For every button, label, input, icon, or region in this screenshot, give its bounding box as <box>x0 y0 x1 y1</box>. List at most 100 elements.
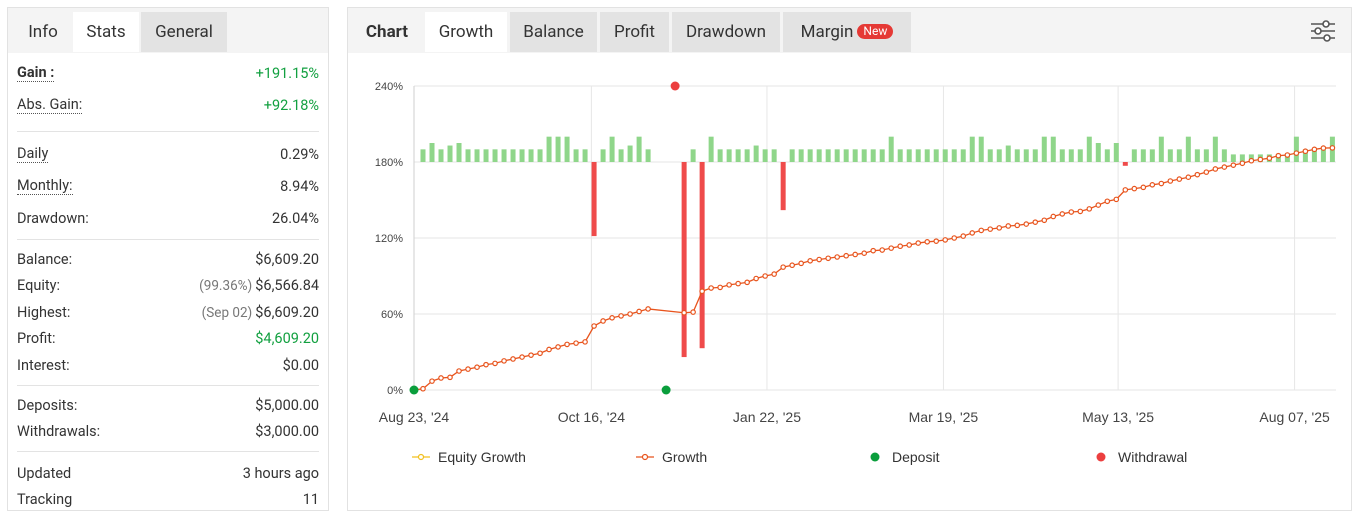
growth-point <box>1131 185 1138 192</box>
growth-point <box>1293 150 1300 156</box>
bar <box>1293 136 1299 162</box>
bar <box>708 136 714 162</box>
growth-point <box>1302 148 1309 155</box>
tab[interactable]: General <box>141 12 227 52</box>
stats-value-wrap: $4,609.20 <box>255 330 319 347</box>
tab[interactable]: Info <box>28 22 58 42</box>
stats-label: Tracking <box>17 490 73 508</box>
stats-label: Deposits: <box>17 396 78 414</box>
bar <box>537 149 543 162</box>
stats-value-wrap: 3 hours ago <box>243 465 319 482</box>
growth-point <box>1185 174 1192 181</box>
growth-point <box>1014 222 1021 229</box>
stats-row: Deposits: $5,000.00 <box>17 392 319 419</box>
growth-point <box>906 242 913 248</box>
legend-item: Deposit <box>870 449 940 465</box>
growth-point <box>996 225 1003 231</box>
bar <box>798 149 804 162</box>
legend-marker <box>870 452 880 462</box>
bar <box>879 149 885 162</box>
stats-label: Daily <box>17 145 49 163</box>
stats-label: Monthly: <box>17 177 73 195</box>
growth-point <box>492 360 498 367</box>
growth-point <box>942 237 949 243</box>
bar <box>1005 145 1011 162</box>
growth-point <box>438 375 444 381</box>
tab[interactable]: Growth <box>425 12 507 52</box>
growth-point <box>1077 208 1084 215</box>
legend-item: Withdrawal <box>1096 449 1187 465</box>
bar <box>996 149 1002 162</box>
stats-row: Profit: $4,609.20 <box>17 326 319 353</box>
event-point <box>670 81 680 91</box>
stats-value-wrap: (99.36%) $6,566.84 <box>199 277 319 294</box>
growth-point <box>1158 180 1165 187</box>
bar <box>1212 136 1218 162</box>
bar <box>690 149 696 162</box>
bar <box>969 136 975 162</box>
bar <box>501 149 507 162</box>
growth-point <box>1221 164 1228 170</box>
growth-point <box>429 378 435 384</box>
growth-point <box>735 280 741 287</box>
x-tick-label: Aug 23, '24 <box>379 409 450 425</box>
growth-point <box>951 235 958 241</box>
growth-point <box>1257 156 1264 163</box>
tab[interactable]: Profit <box>600 12 669 52</box>
bar <box>942 149 948 162</box>
growth-point <box>1104 198 1111 205</box>
growth-point <box>825 255 831 262</box>
growth-point <box>699 288 705 295</box>
stats-value: $4,609.20 <box>255 330 319 348</box>
bar <box>591 162 597 237</box>
bar <box>1032 149 1038 162</box>
stats-row: Gain : +191.15% <box>17 57 319 89</box>
stats-value: 26.04% <box>271 209 319 227</box>
growth-point <box>1050 213 1057 220</box>
bar <box>870 149 876 162</box>
bar <box>978 136 984 162</box>
tab[interactable]: Balance <box>510 12 597 52</box>
stats-row: Monthly: 8.94% <box>17 170 319 202</box>
tab[interactable]: Margin New <box>783 12 911 52</box>
tab[interactable]: Drawdown <box>672 12 780 52</box>
growth-point <box>726 282 732 288</box>
bar <box>960 149 966 162</box>
growth-point <box>1086 206 1093 212</box>
growth-point <box>879 247 886 253</box>
bar <box>1221 149 1227 162</box>
growth-point <box>933 238 940 244</box>
growth-point <box>1140 184 1147 191</box>
stats-label: Profit: <box>17 330 56 348</box>
bar <box>744 149 750 162</box>
tab[interactable]: Stats <box>73 12 139 52</box>
stats-group: Deposits: $5,000.00 Withdrawals: $3,000.00 <box>17 386 319 452</box>
bar <box>636 136 642 162</box>
growth-point <box>717 284 723 291</box>
y-tick-label: 60% <box>381 309 403 321</box>
bar <box>753 145 759 162</box>
stats-list: Gain : +191.15% Abs. Gain: +92.18% Daily 0.29… <box>8 53 328 512</box>
growth-point <box>609 314 615 321</box>
stats-value-wrap: +191.15% <box>256 65 319 82</box>
stats-row: Abs. Gain: +92.18% <box>17 89 319 121</box>
growth-point <box>870 247 876 254</box>
growth-point <box>600 318 606 324</box>
bar <box>1104 149 1110 162</box>
stats-value: $6,566.84 <box>255 277 319 295</box>
bar <box>1284 154 1290 162</box>
bar <box>762 149 768 162</box>
stats-value-wrap: $0.00 <box>283 357 319 374</box>
growth-point <box>474 364 480 371</box>
stats-value: 3 hours ago <box>242 464 319 482</box>
growth-point <box>807 257 813 264</box>
tab-label[interactable]: Margin <box>800 22 854 42</box>
stats-group: Gain : +191.15% Abs. Gain: +92.18% <box>17 53 319 132</box>
stats-value: 8.94% <box>280 177 319 195</box>
growth-point <box>1329 145 1336 151</box>
growth-point <box>978 227 985 234</box>
stats-value-wrap: (Sep 02) $6,609.20 <box>202 304 319 321</box>
legend-marker <box>641 453 649 461</box>
growth-point <box>456 368 462 374</box>
settings-icon[interactable] <box>1310 19 1336 43</box>
